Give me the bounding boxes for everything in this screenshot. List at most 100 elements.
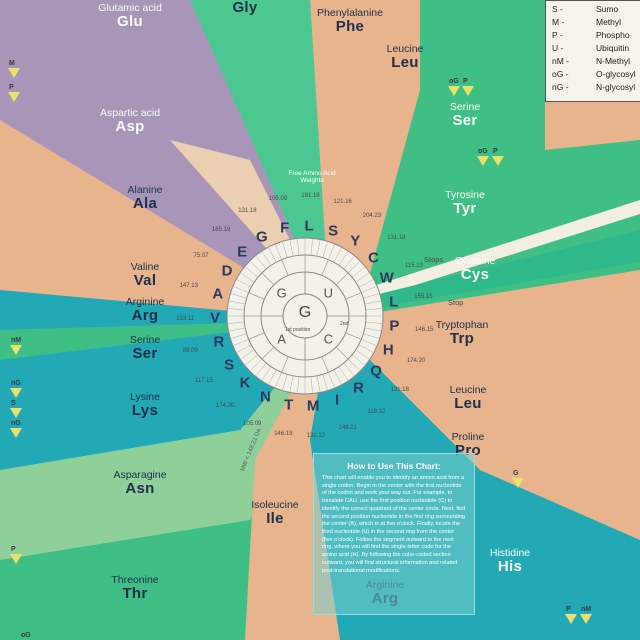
third-ring-divider: [343, 362, 355, 377]
aa-label-cys: Cysteine Cys: [440, 255, 510, 283]
ptm-tag: P: [9, 84, 14, 91]
how-to-body: This chart will enable you to identify a…: [322, 475, 466, 574]
ptm-triangle-icon: [10, 388, 22, 398]
aa-label-leu-top: Leucine Leu: [370, 43, 440, 72]
second-ring-divider: [345, 292, 362, 300]
third-ring-divider: [227, 321, 245, 324]
aa-name: Histidine: [489, 547, 531, 559]
second-ring-divider: [321, 356, 329, 373]
thr-sector: [0, 320, 330, 640]
inner-base-c: C: [323, 331, 334, 347]
third-ring-divider: [274, 243, 282, 260]
aa-name: Lysine: [130, 391, 160, 403]
second-position-label: 2nd: [340, 321, 349, 327]
legend-code: M -: [552, 17, 565, 27]
third-ring-divider: [261, 251, 272, 266]
center-base-letter: G: [298, 304, 312, 321]
third-ring-divider: [347, 260, 361, 274]
codon-wheel-spokes: [227, 238, 383, 394]
legend-code: nG -: [552, 82, 569, 92]
third-ring-divider: [236, 279, 252, 288]
legend-code: U -: [552, 43, 564, 53]
aa-label-val: Valine Val: [110, 261, 180, 289]
aa-letter-s: S: [224, 356, 235, 373]
aa-name: Serine: [449, 101, 481, 113]
aa-name: Cysteine: [454, 255, 496, 267]
aa-name: Aspartic acid: [99, 107, 161, 119]
aa-abbr: Asp: [115, 118, 145, 136]
aa-label-ile: Isoleucine Ile: [240, 499, 310, 527]
third-ring-divider: [244, 354, 259, 366]
third-ring-divider: [333, 369, 342, 385]
ptm-tag: P: [463, 78, 468, 85]
third-ring-divider: [322, 241, 328, 258]
aa-letter-h: H: [382, 341, 394, 359]
aa-label-trp: Tryptophan Trp: [422, 319, 502, 347]
legend-code: nM -: [552, 56, 569, 66]
third-ring-divider: [297, 376, 300, 394]
aa-weight: 119.12: [367, 409, 386, 416]
aa-label-ala: Alanine Ala: [105, 184, 185, 212]
third-ring-divider: [351, 266, 366, 278]
ptm-tag: G: [513, 470, 519, 477]
ptm-triangle-icon: [10, 408, 22, 418]
ptm-tag: P: [11, 546, 16, 553]
ptm-triangle-icon: [10, 554, 22, 564]
third-ring-divider: [358, 279, 374, 288]
aa-abbr: Leu: [391, 54, 419, 72]
aa-weight: 105.09: [268, 196, 288, 203]
third-ring-divider: [351, 354, 366, 366]
aa-letter-n: N: [260, 388, 271, 406]
aa-letter-w: W: [379, 269, 394, 287]
his-sector: [330, 320, 640, 640]
aa-letter-m: M: [306, 397, 320, 415]
third-ring-divider: [310, 238, 313, 256]
second-ring-divider: [335, 346, 349, 360]
second-ring-divider: [335, 272, 349, 286]
aa-letter-a: A: [212, 285, 224, 303]
legend-meaning: N-glycosyl: [596, 82, 636, 92]
third-ring-divider: [282, 374, 288, 391]
third-ring-divider: [358, 344, 374, 353]
aa-letter-k: K: [239, 374, 251, 392]
stop-label: Stop: [448, 298, 464, 307]
aa-abbr: Thr: [122, 585, 148, 603]
legend-row: U - Ubiquitin: [552, 43, 629, 53]
aa-abbr: Tyr: [453, 200, 477, 218]
aa-name: Serine: [129, 334, 161, 346]
third-ring-divider: [343, 255, 355, 270]
aa-label-ser-top: Serine Ser: [430, 101, 500, 129]
aa-abbr: Lys: [131, 402, 159, 420]
third-ring-divider: [236, 344, 252, 353]
third-ring-divider: [255, 255, 267, 270]
ptm-legend: S - Sumo M - Methyl P - Phospho U - Ubiquiti…: [545, 0, 640, 102]
ptm-tag: nM: [11, 337, 22, 344]
legend-row: M - Methyl: [552, 17, 621, 27]
aa-label-gly: Gly: [210, 0, 280, 16]
ptm-triangle-icon: [580, 614, 592, 624]
aa-letter-p: P: [389, 317, 400, 335]
aa-label-asn: Asparagine Asn: [100, 469, 180, 497]
ptm-triangle-icon: [565, 614, 577, 624]
aa-letter-l: L: [389, 293, 399, 311]
aa-abbr: Glu: [117, 13, 143, 31]
legend-code: oG -: [552, 69, 569, 79]
aa-label-tyr: Tyrosine Tyr: [430, 189, 500, 218]
third-ring-divider: [228, 327, 246, 332]
aa-letter-r: R: [213, 333, 225, 351]
ptm-tag: oG: [478, 148, 488, 155]
second-ring-divider: [248, 332, 265, 340]
ptm-tag: S: [11, 400, 16, 407]
aa-weight: 75.07: [193, 253, 209, 259]
aa-letter-r: R: [353, 379, 364, 397]
third-ring-divider: [361, 285, 378, 293]
aa-weight: 165.19: [211, 227, 231, 234]
third-ring-divider: [338, 366, 349, 381]
aa-label-phe: Phenylalanine Phe: [305, 7, 395, 35]
legend-meaning: O-glycosyl: [596, 69, 636, 79]
aa-name: Phenylalanine: [317, 7, 383, 19]
aa-abbr: His: [497, 558, 523, 576]
aa-label-his: Histidine His: [475, 547, 545, 576]
